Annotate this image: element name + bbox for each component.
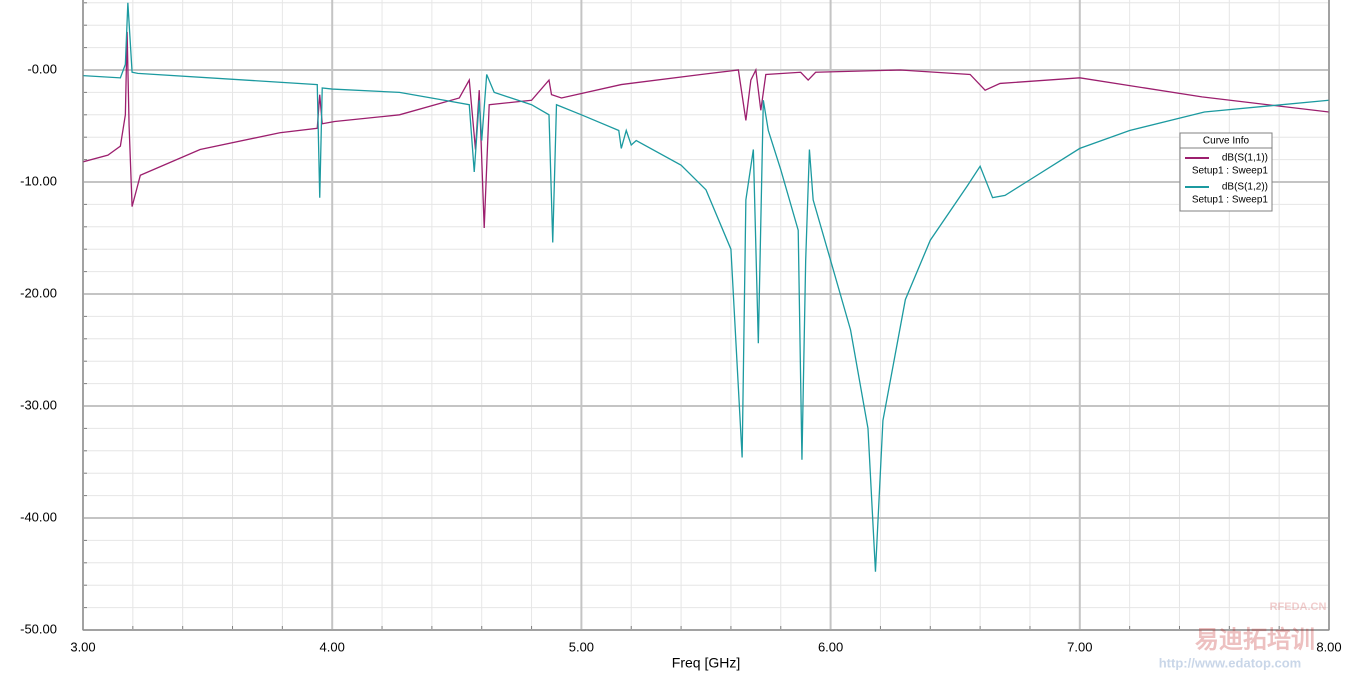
x-axis-label: Freq [GHz] (672, 655, 740, 671)
y-tick-label: -10.00 (20, 173, 57, 188)
y-tick-label: -40.00 (20, 509, 57, 524)
tick-labels: 3.00 4.00 5.00 6.00 7.00 8.00 -50.00 -40.00 -30.… (20, 61, 1342, 654)
y-tick-label: -50.00 (20, 621, 57, 636)
watermark-text: RFEDA.CN (1270, 601, 1327, 613)
legend: Curve Info dB(S(1,1)) Setup1 : Sweep1 dB(S… (1179, 132, 1273, 212)
legend-box (1179, 132, 1273, 212)
x-tick-label: 3.00 (70, 639, 95, 654)
x-tick-label: 4.00 (320, 639, 345, 654)
curves (83, 2, 1329, 572)
legend-entry: dB(S(1,1)) (1222, 153, 1268, 164)
watermark-text: http://www.edatop.com (1159, 655, 1302, 670)
watermark: RFEDA.CN 易迪拓培训 http://www.edatop.com (1159, 601, 1327, 671)
y-tick-label: -30.00 (20, 397, 57, 412)
x-tick-label: 7.00 (1067, 639, 1092, 654)
plot-border (82, 0, 1330, 631)
x-tick-label: 6.00 (818, 639, 843, 654)
series-line (83, 31, 1329, 228)
y-tick-label: -0.00 (27, 61, 57, 76)
legend-entry: dB(S(1,2)) (1222, 182, 1268, 193)
legend-sweep: Setup1 : Sweep1 (1192, 195, 1269, 206)
legend-title: Curve Info (1203, 136, 1250, 147)
legend-sweep: Setup1 : Sweep1 (1192, 166, 1269, 177)
x-tick-label: 8.00 (1316, 639, 1341, 654)
series-line (83, 2, 1329, 572)
x-tick-label: 5.00 (569, 639, 594, 654)
plot-area (83, 0, 1329, 630)
y-tick-label: -20.00 (20, 285, 57, 300)
grid (82, 0, 1330, 631)
watermark-text: 易迪拓培训 (1195, 625, 1315, 653)
